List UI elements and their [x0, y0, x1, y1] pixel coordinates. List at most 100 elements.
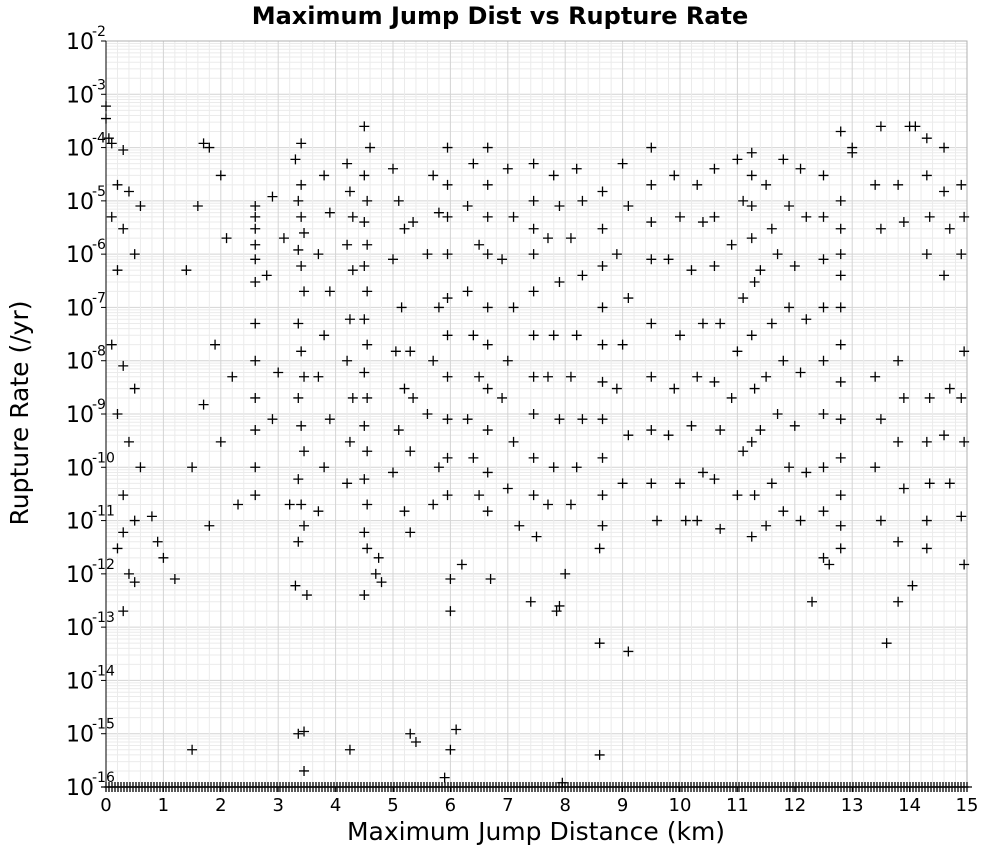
data-point — [749, 383, 760, 394]
data-point — [482, 383, 493, 394]
data-point — [669, 383, 680, 394]
data-point — [250, 277, 261, 288]
data-point — [293, 318, 304, 329]
data-point — [278, 233, 289, 244]
data-point — [362, 339, 373, 350]
data-point — [405, 527, 416, 538]
data-point — [835, 270, 846, 281]
y-tick-base: 10 — [66, 137, 94, 162]
data-point — [482, 467, 493, 478]
data-point — [408, 217, 419, 228]
data-point — [548, 330, 559, 341]
data-point — [646, 318, 657, 329]
data-point — [956, 179, 967, 190]
y-tick-label: 10-15 — [66, 717, 115, 748]
data-point — [299, 286, 310, 297]
data-point — [784, 201, 795, 212]
data-point — [112, 179, 123, 190]
data-point — [597, 186, 608, 197]
data-point — [362, 239, 373, 250]
data-point — [293, 536, 304, 547]
data-point — [746, 436, 757, 447]
data-point — [342, 478, 353, 489]
data-point — [818, 462, 829, 473]
y-tick-label: 10-3 — [66, 77, 106, 108]
y-tick-base: 10 — [66, 776, 94, 801]
x-tick-label: 3 — [272, 795, 283, 816]
data-point — [344, 436, 355, 447]
data-point — [921, 515, 932, 526]
data-point — [301, 590, 312, 601]
data-point — [123, 436, 134, 447]
y-tick-exponent: -10 — [92, 450, 115, 466]
data-point — [692, 371, 703, 382]
data-point — [818, 254, 829, 265]
data-point — [410, 736, 421, 747]
data-point — [442, 414, 453, 425]
data-point — [439, 772, 450, 783]
data-point — [577, 414, 588, 425]
data-point — [611, 249, 622, 260]
data-point — [169, 574, 180, 585]
data-point — [299, 227, 310, 238]
data-point — [675, 478, 685, 489]
data-point — [646, 254, 657, 265]
data-point — [267, 191, 278, 202]
data-point — [924, 392, 935, 403]
data-point — [531, 531, 542, 542]
data-point — [210, 339, 221, 350]
data-point — [293, 474, 304, 485]
data-point — [359, 367, 370, 378]
x-tick-label: 11 — [726, 795, 749, 816]
data-point — [250, 201, 261, 212]
data-point — [692, 179, 703, 190]
data-point — [715, 523, 726, 534]
data-point — [784, 462, 795, 473]
data-point — [944, 223, 955, 234]
data-point — [528, 371, 539, 382]
data-point — [772, 249, 783, 260]
data-point — [761, 179, 772, 190]
data-point — [939, 270, 950, 281]
data-point — [697, 318, 708, 329]
data-point — [296, 420, 307, 431]
y-tick-base: 10 — [66, 243, 94, 268]
data-point — [669, 170, 680, 181]
data-point — [617, 478, 628, 489]
data-point — [502, 483, 513, 494]
data-point — [835, 414, 846, 425]
y-tick-label: 10-11 — [66, 504, 115, 535]
data-point — [675, 211, 685, 222]
data-point — [344, 744, 355, 755]
data-point — [746, 170, 757, 181]
data-point — [525, 596, 536, 607]
data-point — [818, 211, 829, 222]
data-point — [293, 392, 304, 403]
data-point — [393, 425, 404, 436]
data-point — [405, 446, 416, 457]
data-point — [959, 436, 970, 447]
data-point — [542, 499, 553, 510]
data-point — [835, 452, 846, 463]
data-point — [362, 543, 373, 554]
data-point — [646, 217, 657, 228]
y-tick-base: 10 — [66, 190, 94, 215]
data-point — [623, 430, 634, 441]
data-point — [388, 467, 398, 478]
data-point — [445, 744, 456, 755]
data-point — [482, 142, 493, 153]
data-point — [118, 606, 129, 617]
data-point — [428, 170, 439, 181]
data-point — [462, 286, 473, 297]
data-point — [571, 163, 582, 174]
data-point — [497, 254, 508, 265]
data-point — [152, 536, 163, 547]
chart-title: Maximum Jump Dist vs Rupture Rate — [252, 2, 749, 30]
data-point — [623, 293, 634, 304]
data-point — [778, 506, 789, 517]
x-tick-label: 13 — [841, 795, 864, 816]
data-point — [746, 531, 757, 542]
data-point — [746, 201, 757, 212]
data-point — [778, 355, 789, 366]
data-point — [482, 425, 493, 436]
